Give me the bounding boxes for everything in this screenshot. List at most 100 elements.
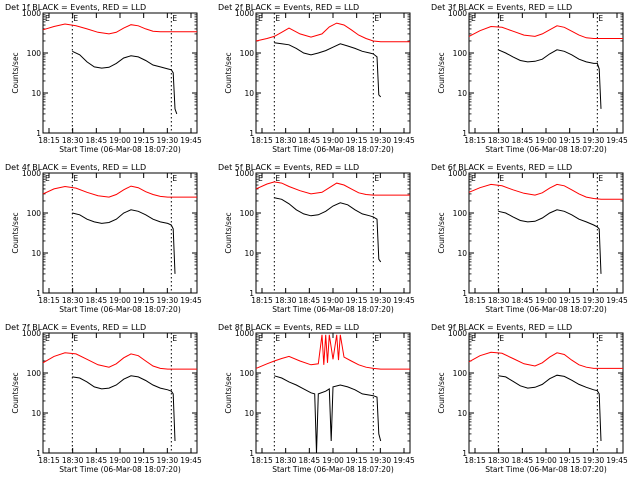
detector-plot-4: Det 4f BLACK = Events, RED = LLD 1 10 100 10… [5, 163, 202, 314]
x-axis-label: Start Time (06-Mar-08 18:07:20) [485, 305, 607, 314]
y-tick-label: 1000 [235, 9, 254, 18]
x-tick-label: 18:15 [251, 456, 273, 465]
y-tick-label: 1000 [448, 329, 467, 338]
x-tick-label: 19:15 [559, 136, 581, 145]
plot-title: Det 8f BLACK = Events, RED = LLD [218, 323, 359, 332]
plot-frame [255, 172, 411, 294]
y-tick-label: 1 [462, 129, 467, 138]
y-tick-label: 1000 [448, 9, 467, 18]
x-tick-label: 18:30 [62, 456, 84, 465]
x-tick-label: 19:30 [583, 456, 605, 465]
detector-plot-2: Det 2f BLACK = Events, RED = LLD 1 10 100 10… [218, 3, 415, 154]
x-tick-label: 19:30 [370, 296, 392, 305]
detector-plot-6: Det 6f BLACK = Events, RED = LLD 1 10 100 10… [431, 163, 628, 314]
y-tick-label: 10 [244, 409, 254, 418]
x-axis-label: Start Time (06-Mar-08 18:07:20) [59, 465, 181, 474]
lld-series-line [42, 23, 197, 35]
x-tick-label: 19:45 [606, 296, 628, 305]
time-marker-label: E [172, 14, 177, 23]
y-tick-label: 100 [240, 369, 255, 378]
events-series-line [72, 209, 176, 274]
time-marker-label: E [172, 334, 177, 343]
time-marker-label: E [374, 14, 379, 23]
x-tick-label: 19:30 [370, 456, 392, 465]
y-axis-label: Counts/sec [437, 372, 446, 413]
time-marker-label: E [499, 174, 504, 183]
start-marker-label: E [258, 174, 263, 183]
x-tick-label: 19:45 [393, 456, 415, 465]
time-marker-label: E [275, 334, 280, 343]
y-axis-label: Counts/sec [11, 52, 20, 93]
x-tick-label: 18:15 [464, 296, 486, 305]
y-tick-label: 1000 [22, 329, 41, 338]
x-tick-label: 19:00 [322, 456, 344, 465]
x-tick-label: 19:30 [370, 136, 392, 145]
plot-title: Det 6f BLACK = Events, RED = LLD [431, 163, 572, 172]
detector-plot-9: Det 9f BLACK = Events, RED = LLD 1 10 100 10… [431, 323, 628, 474]
y-axis-label: Counts/sec [11, 212, 20, 253]
x-tick-label: 19:00 [109, 296, 131, 305]
y-tick-label: 10 [31, 409, 41, 418]
plot-frame [255, 12, 411, 134]
lld-series-line [255, 181, 410, 196]
detector-plot-1: Det 1f BLACK = Events, RED = LLD 1 10 100 10… [5, 3, 202, 154]
x-tick-label: 19:45 [180, 296, 202, 305]
x-tick-label: 19:00 [535, 136, 557, 145]
plot-title: Det 5f BLACK = Events, RED = LLD [218, 163, 359, 172]
y-tick-label: 10 [457, 89, 467, 98]
events-series-line [72, 50, 178, 115]
start-marker-label: E [45, 174, 50, 183]
x-tick-label: 19:15 [559, 296, 581, 305]
lld-series-line [42, 352, 197, 370]
y-tick-label: 100 [240, 209, 255, 218]
x-axis-label: Start Time (06-Mar-08 18:07:20) [59, 145, 181, 154]
x-tick-label: 19:45 [393, 136, 415, 145]
x-tick-label: 18:45 [512, 136, 534, 145]
y-tick-label: 100 [27, 209, 42, 218]
x-tick-label: 18:15 [251, 296, 273, 305]
y-tick-label: 1000 [22, 169, 41, 178]
detector-plot-5: Det 5f BLACK = Events, RED = LLD 1 10 100 10… [218, 163, 415, 314]
x-axis-label: Start Time (06-Mar-08 18:07:20) [59, 305, 181, 314]
x-tick-label: 19:30 [157, 136, 179, 145]
plot-title: Det 2f BLACK = Events, RED = LLD [218, 3, 359, 12]
x-tick-label: 18:45 [86, 296, 108, 305]
x-tick-label: 18:30 [488, 136, 510, 145]
x-tick-label: 18:15 [251, 136, 273, 145]
y-tick-label: 1000 [448, 169, 467, 178]
x-tick-label: 19:00 [322, 296, 344, 305]
start-marker-label: E [258, 334, 263, 343]
start-marker-label: E [45, 14, 50, 23]
y-tick-label: 10 [31, 249, 41, 258]
y-tick-label: 100 [27, 49, 42, 58]
x-tick-label: 18:15 [38, 136, 60, 145]
y-axis-label: Counts/sec [224, 212, 233, 253]
x-tick-label: 19:45 [606, 456, 628, 465]
x-tick-label: 19:15 [346, 296, 368, 305]
y-axis-label: Counts/sec [224, 52, 233, 93]
x-tick-label: 18:45 [512, 456, 534, 465]
time-marker-label: E [598, 174, 603, 183]
y-axis-label: Counts/sec [437, 212, 446, 253]
x-axis-label: Start Time (06-Mar-08 18:07:20) [485, 465, 607, 474]
time-marker-label: E [598, 14, 603, 23]
plot-frame [42, 172, 198, 294]
x-tick-label: 19:30 [583, 296, 605, 305]
time-marker-label: E [73, 174, 78, 183]
plot-frame [42, 12, 198, 134]
x-tick-label: 18:45 [512, 296, 534, 305]
x-tick-label: 18:15 [464, 136, 486, 145]
x-tick-label: 18:30 [62, 296, 84, 305]
plot-title: Det 7f BLACK = Events, RED = LLD [5, 323, 146, 332]
plot-frame [468, 332, 624, 454]
y-axis-label: Counts/sec [224, 372, 233, 413]
x-tick-label: 18:15 [38, 296, 60, 305]
y-tick-label: 1 [249, 129, 254, 138]
x-tick-label: 19:00 [535, 456, 557, 465]
x-tick-label: 18:30 [275, 456, 297, 465]
x-tick-label: 18:45 [86, 456, 108, 465]
x-tick-label: 19:15 [133, 136, 155, 145]
x-tick-label: 18:45 [299, 456, 321, 465]
time-marker-label: E [499, 14, 504, 23]
